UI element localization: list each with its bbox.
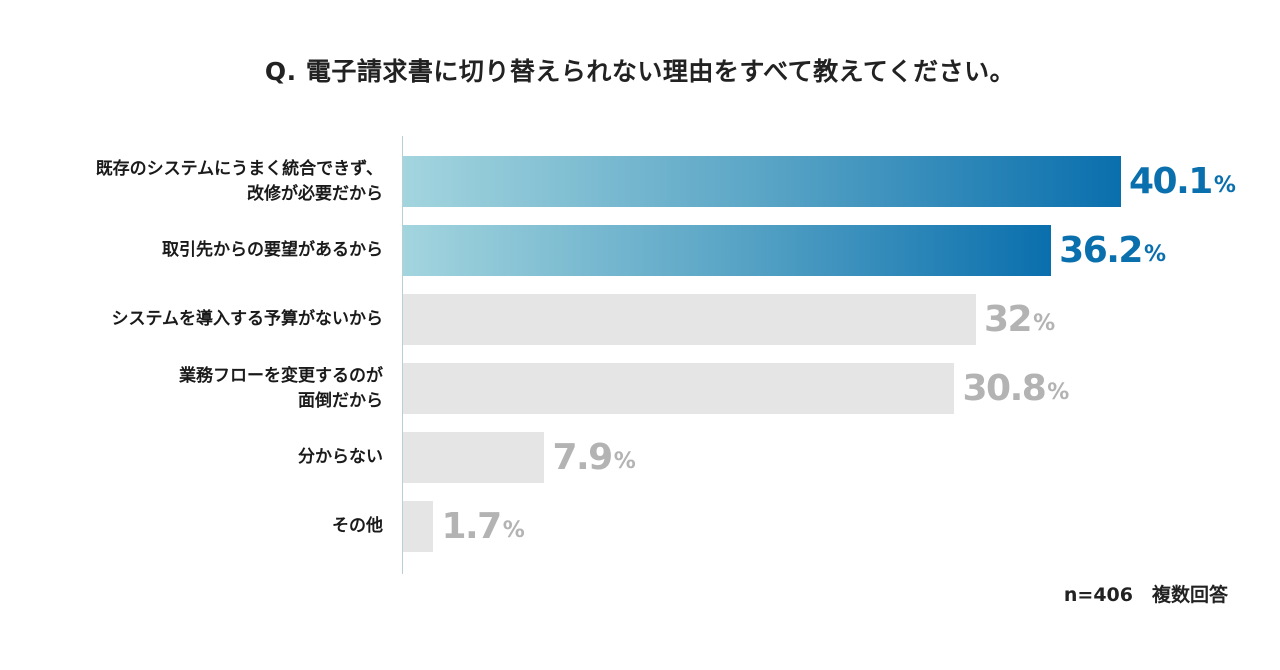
category-label-line: 既存のシステムにうまく統合できず、 (95, 158, 383, 179)
category-label-line: 取引先からの要望があるから (162, 240, 383, 260)
category-label-1: 既存のシステムにうまく統合できず、改修が必要だから (43, 156, 383, 207)
value-unit: % (1047, 380, 1070, 405)
bar-1 (403, 156, 1121, 207)
category-label-line: 分からない (298, 447, 383, 467)
value-label-2: 36.2% (1059, 225, 1166, 276)
category-label-3: システムを導入する予算がないから (43, 294, 384, 345)
value-label-1: 40.1% (1129, 156, 1236, 207)
bar-2 (403, 225, 1052, 276)
value-number: 30.8 (962, 368, 1046, 409)
bar-4 (403, 363, 955, 414)
value-number: 1.7 (441, 506, 502, 547)
value-number: 36.2 (1059, 230, 1143, 271)
sample-note: n=406 複数回答 (1063, 584, 1228, 606)
bar-3 (403, 294, 976, 345)
category-label-line: システムを導入する予算がないから (111, 309, 384, 329)
value-unit: % (1143, 242, 1167, 267)
value-unit: % (1033, 311, 1056, 336)
value-number: 32 (983, 299, 1033, 340)
value-label-6: 1.7% (441, 501, 524, 552)
category-label-5: 分からない (43, 432, 383, 483)
value-label-5: 7.9% (552, 432, 635, 483)
category-label-line: 改修が必要だから (247, 183, 383, 204)
category-axis-line (402, 136, 403, 574)
value-number: 7.9 (552, 437, 613, 478)
value-unit: % (1213, 173, 1236, 198)
value-unit: % (502, 518, 525, 543)
value-label-4: 30.8% (962, 363, 1069, 414)
chart-title: Q. 電子請求書に切り替えられない理由をすべて教えてください。 (264, 57, 1016, 86)
category-label-line: 業務フローを変更するのが (179, 365, 383, 386)
category-label-4: 業務フローを変更するのが面倒だから (43, 363, 383, 414)
bar-6 (403, 501, 434, 552)
category-label-line: 面倒だから (298, 390, 383, 411)
value-label-3: 32% (984, 294, 1055, 345)
category-label-2: 取引先からの要望があるから (43, 225, 383, 276)
category-label-line: その他 (332, 516, 383, 536)
value-unit: % (613, 449, 636, 474)
category-label-6: その他 (43, 501, 383, 552)
bar-5 (403, 432, 545, 483)
value-number: 40.1 (1129, 161, 1213, 202)
